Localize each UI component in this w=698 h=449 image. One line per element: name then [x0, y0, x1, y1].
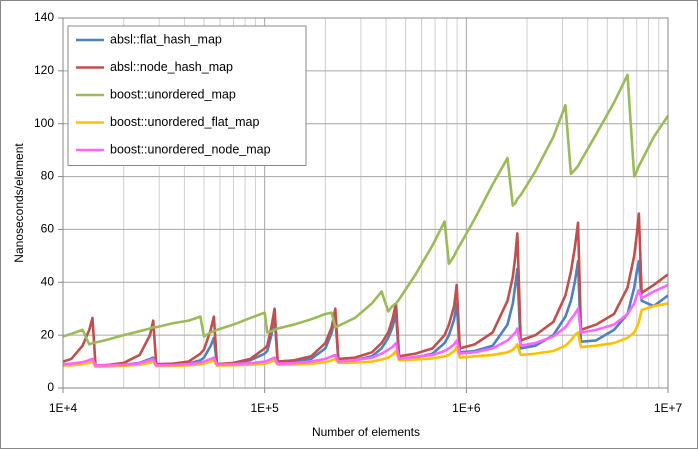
x-tick-label: 1E+7	[654, 401, 683, 415]
y-tick-label: 80	[41, 169, 55, 183]
series-line	[62, 73, 670, 346]
x-tick-label: 1E+4	[49, 401, 78, 415]
y-tick-label: 140	[34, 10, 54, 24]
lines	[62, 73, 670, 369]
y-tick-label: 40	[41, 274, 55, 288]
y-tick-label: 20	[41, 327, 55, 341]
legend-label: boost::unordered_flat_map	[110, 115, 259, 129]
x-tick-label: 1E+6	[452, 401, 481, 415]
y-tick-label: 0	[47, 380, 54, 394]
series-line	[62, 283, 669, 367]
legend-label: absl::flat_hash_map	[110, 32, 222, 46]
legend-label: absl::node_hash_map	[110, 60, 233, 74]
legend-label: boost::unordered_node_map	[110, 142, 271, 156]
y-tick-label: 120	[34, 63, 54, 77]
x-tick-label: 1E+5	[250, 401, 279, 415]
y-axis-label: Nanoseconds/element	[12, 143, 26, 263]
legend-box	[67, 25, 307, 166]
plot-border	[62, 17, 669, 389]
y-tick-label: 60	[41, 222, 55, 236]
legend-label: boost::unordered_map	[110, 87, 236, 101]
legend: absl::flat_hash_mapabsl::node_hash_mapbo…	[67, 25, 307, 166]
x-axis-label: Number of elements	[312, 425, 420, 439]
y-tick-label: 100	[34, 116, 54, 130]
